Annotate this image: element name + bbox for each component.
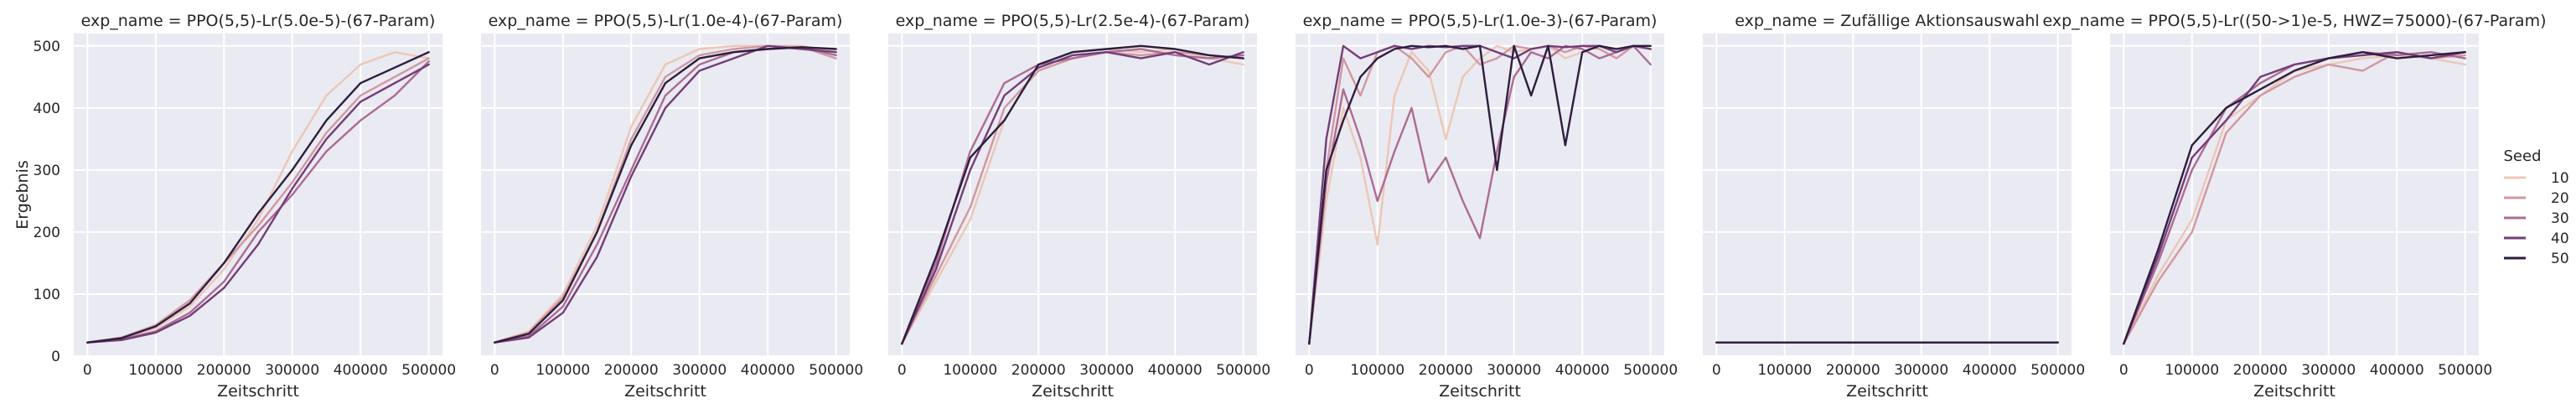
panel-background xyxy=(2110,34,2479,356)
x-tick-label: 0 xyxy=(2119,362,2129,379)
x-tick-label: 100000 xyxy=(535,362,590,379)
panel-title: exp_name = Zufällige Aktionsauswahl xyxy=(1735,12,2039,30)
x-tick-label: 0 xyxy=(1305,362,1314,379)
panel-5: 0 100000 200000 300000 400000 500000 exp_name … xyxy=(1703,12,2085,401)
panel-1: 0 100 200 300 400 500 0 100000 200000 300000 40000… xyxy=(13,12,456,401)
x-tick-label: 200000 xyxy=(1826,362,1880,379)
series-line-seed-40 xyxy=(901,51,1244,345)
y-tick-label: 400 xyxy=(34,101,60,117)
legend-label: 30 xyxy=(2551,210,2569,227)
panel-background xyxy=(1296,34,1664,356)
legend-label: 40 xyxy=(2551,230,2569,247)
x-axis-label: Zeitschritt xyxy=(1439,382,1521,401)
y-tick-label: 300 xyxy=(34,163,60,179)
x-tick-label: 300000 xyxy=(672,362,727,379)
x-tick-label: 200000 xyxy=(2233,362,2288,379)
y-tick-label: 200 xyxy=(34,225,60,241)
x-tick-label: 500000 xyxy=(1623,362,1678,379)
panel-title: exp_name = PPO(5,5)-Lr(1.0e-4)-(67-Param… xyxy=(489,12,843,30)
x-tick-label: 400000 xyxy=(2370,362,2424,379)
legend-label: 50 xyxy=(2551,251,2569,267)
x-tick-label: 300000 xyxy=(265,362,319,379)
x-tick-label: 300000 xyxy=(2301,362,2356,379)
x-tick-label: 0 xyxy=(1712,362,1721,379)
x-axis-label: Zeitschritt xyxy=(1032,382,1114,401)
x-tick-label: 200000 xyxy=(197,362,251,379)
x-tick-label: 300000 xyxy=(1079,362,1134,379)
x-tick-label: 500000 xyxy=(1216,362,1270,379)
panel-background xyxy=(888,34,1257,356)
x-tick-label: 500000 xyxy=(401,362,456,379)
series-line-seed-50 xyxy=(1308,44,1652,345)
panel-3: 0 100000 200000 300000 400000 500000 exp_name … xyxy=(888,12,1270,401)
x-tick-label: 100000 xyxy=(943,362,997,379)
panel-title: exp_name = PPO(5,5)-Lr(1.0e-3)-(67-Param… xyxy=(1303,12,1658,30)
legend-title: Seed xyxy=(2504,147,2542,165)
x-tick-label: 0 xyxy=(897,362,907,379)
y-tick-label: 500 xyxy=(34,39,60,55)
x-tick-label: 300000 xyxy=(1894,362,1948,379)
panel-6: 0 100000 200000 300000 400000 500000 exp_name … xyxy=(2043,12,2547,401)
x-tick-label: 200000 xyxy=(604,362,659,379)
x-tick-label: 0 xyxy=(490,362,499,379)
y-tick-label: 100 xyxy=(34,287,60,303)
x-tick-label: 400000 xyxy=(334,362,388,379)
x-tick-label: 100000 xyxy=(1350,362,1404,379)
panel-title: exp_name = PPO(5,5)-Lr(2.5e-4)-(67-Param… xyxy=(896,12,1250,30)
series-line-seed-30 xyxy=(1308,44,1652,345)
x-tick-label: 100000 xyxy=(1757,362,1812,379)
x-tick-label: 500000 xyxy=(2438,362,2492,379)
series-line-seed-50 xyxy=(2123,51,2466,345)
legend-label: 10 xyxy=(2551,170,2569,187)
series-line-seed-10 xyxy=(86,51,430,344)
panel-4: 0 100000 200000 300000 400000 500000 exp_name … xyxy=(1296,12,1678,401)
x-axis-label: Zeitschritt xyxy=(2253,382,2335,401)
x-tick-label: 100000 xyxy=(2165,362,2219,379)
panel-title: exp_name = PPO(5,5)-Lr(5.0e-5)-(67-Param… xyxy=(81,12,436,30)
x-tick-label: 200000 xyxy=(1011,362,1066,379)
x-tick-label: 100000 xyxy=(128,362,183,379)
legend: Seed 10 20 30 40 50 xyxy=(2504,147,2569,267)
x-axis-label: Zeitschritt xyxy=(217,382,299,401)
x-tick-label: 500000 xyxy=(809,362,863,379)
x-axis-label: Zeitschritt xyxy=(1846,382,1928,401)
x-tick-label: 200000 xyxy=(1419,362,1473,379)
x-tick-label: 400000 xyxy=(1963,362,2017,379)
panel-background xyxy=(1703,34,2072,356)
series-line-seed-50 xyxy=(494,46,837,344)
x-tick-label: 400000 xyxy=(1555,362,1610,379)
x-tick-label: 500000 xyxy=(2030,362,2085,379)
series-line-seed-30 xyxy=(86,60,430,344)
y-tick-label: 0 xyxy=(51,349,60,365)
x-tick-label: 0 xyxy=(83,362,92,379)
series-line-seed-50 xyxy=(901,44,1244,345)
x-axis-label: Zeitschritt xyxy=(624,382,706,401)
x-tick-label: 400000 xyxy=(741,362,795,379)
x-tick-label: 400000 xyxy=(1148,362,1203,379)
panel-2: 0 100000 200000 300000 400000 500000 exp_name … xyxy=(481,12,863,401)
panel-title: exp_name = PPO(5,5)-Lr((50->1)e-5, HWZ=7… xyxy=(2043,12,2547,30)
series-line-seed-40 xyxy=(2123,51,2466,345)
x-tick-label: 300000 xyxy=(1487,362,1541,379)
series-line-seed-40 xyxy=(86,63,430,344)
legend-label: 20 xyxy=(2551,190,2569,207)
series-line-seed-50 xyxy=(86,51,430,344)
panel-background xyxy=(74,34,442,356)
panel-background xyxy=(481,34,850,356)
y-axis-label: Ergebnis xyxy=(13,160,32,230)
series-line-seed-40 xyxy=(494,44,837,344)
